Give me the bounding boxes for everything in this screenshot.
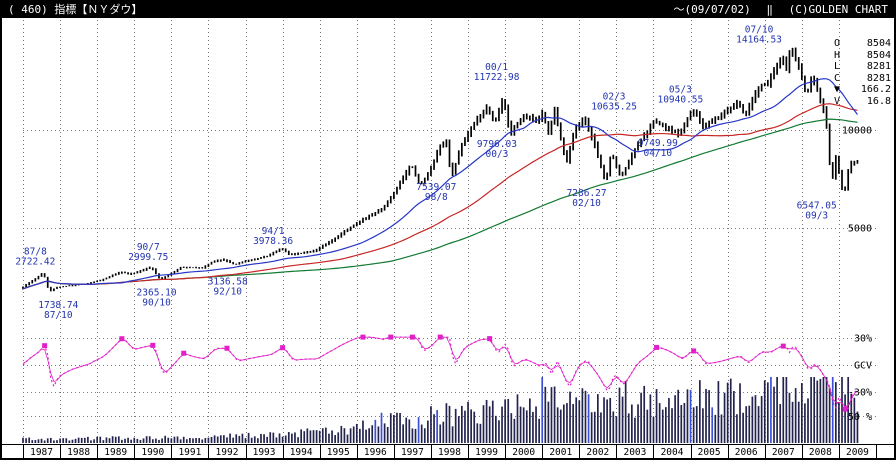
svg-text:1994: 1994 [290,447,313,458]
header-separator-icon: ‖ [766,3,774,16]
title-bar-right: ～(09/07/02) ‖ (C)GOLDEN CHART [665,2,888,18]
price-annotation: 6547.05 09/3 [797,201,837,222]
open-row: O 8504 [834,38,891,50]
price-annotation: 2365.10 90/10 [137,288,177,309]
moving-average-lines [22,78,858,290]
price-annotations: 87/8 2722.42 1738.74 87/10 90/7 2999.75 2365.1… [15,24,836,321]
gcv-oscillator [22,336,858,410]
price-annotation: 02/3 10635.25 [591,92,637,113]
svg-text:2005: 2005 [698,447,721,458]
svg-text:2007: 2007 [772,447,795,458]
close-row: C 8281 [834,73,891,85]
open-value: 8504 [866,38,891,49]
volume-label: V [834,95,841,107]
year-axis: 1987 1988 1989 1990 1991 1992 1993 1994 1995 1996… [2,444,894,458]
svg-text:1993: 1993 [253,447,276,458]
volume-value: 16.8 [866,95,891,107]
volume-bars [22,377,859,443]
svg-text:30%: 30% [854,334,872,345]
price-annotation: 90/7 2999.75 [128,242,168,263]
svg-text:10000: 10000 [842,126,872,137]
svg-text:2000: 2000 [512,447,535,458]
svg-text:1992: 1992 [216,447,239,458]
volume-row: V 16.8 [834,96,891,108]
svg-text:1989: 1989 [104,447,127,458]
svg-text:1999: 1999 [475,447,498,458]
price-annotation: 87/8 2722.42 [15,247,55,268]
low-row: L 8281 [834,61,891,73]
svg-text:50 %: 50 % [848,412,872,423]
copyright: (C)GOLDEN CHART [788,3,888,16]
quote-box: O 8504 H 8504 L 8281 C 8281 ▼ 166.2 V 16… [834,38,891,107]
svg-text:2001: 2001 [549,447,572,458]
chart-canvas: 1987 1988 1989 1990 1991 1992 1993 1994 1995 1996… [2,20,894,458]
price-annotation: 94/1 3978.36 [253,226,293,247]
low-value: 8281 [866,61,891,72]
price-annotation: 7539.07 98/8 [416,182,456,203]
chart-title: ( 460) 指標【ＮＹダウ】 [8,3,143,16]
scale-labels: 10000 5000 30% GCV -30% 50 % [842,126,872,423]
svg-text:2008: 2008 [809,447,832,458]
svg-text:1988: 1988 [67,447,90,458]
svg-text:1996: 1996 [364,447,387,458]
gcv-peak-markers [42,334,848,412]
high-value: 8504 [866,49,891,61]
svg-text:-30%: -30% [848,388,872,399]
svg-text:2004: 2004 [661,447,684,458]
price-annotation: 07/10 14164.53 [736,24,782,45]
high-row: H 8504 [834,50,891,62]
svg-text:1998: 1998 [438,447,461,458]
price-annotation: 9749.99 04/10 [638,138,678,159]
close-value: 8281 [866,72,891,84]
gridlines [23,20,876,444]
svg-text:2006: 2006 [735,447,758,458]
price-annotation: 00/1 11722.98 [474,62,520,83]
open-label: O [834,38,841,49]
candlesticks [22,47,859,292]
price-annotation: 05/3 10940.55 [657,85,703,106]
price-annotation: 9796.03 00/3 [477,139,517,160]
svg-text:1997: 1997 [401,447,424,458]
price-annotation: 7286.27 02/10 [567,188,607,209]
price-annotation: 1738.74 87/10 [38,300,78,321]
svg-text:5000: 5000 [848,224,872,235]
svg-text:1990: 1990 [141,447,164,458]
svg-text:2002: 2002 [586,447,609,458]
svg-text:GCV: GCV [854,361,872,372]
price-annotation: 3136.58 92/10 [208,277,248,298]
high-label: H [834,49,841,61]
low-label: L [834,61,841,72]
svg-text:1987: 1987 [30,447,53,458]
change-value: 166.2 [860,84,891,95]
title-bar: ( 460) 指標【ＮＹダウ】 ～(09/07/02) ‖ (C)GOLDEN … [2,2,894,18]
svg-text:2009: 2009 [846,447,869,458]
svg-text:1991: 1991 [178,447,201,458]
svg-text:1995: 1995 [327,447,350,458]
change-row: ▼ 166.2 [834,84,891,96]
data-period: ～(09/07/02) [673,3,751,16]
down-triangle-icon: ▼ [834,84,841,95]
close-label: C [834,72,841,84]
svg-text:2003: 2003 [623,447,646,458]
